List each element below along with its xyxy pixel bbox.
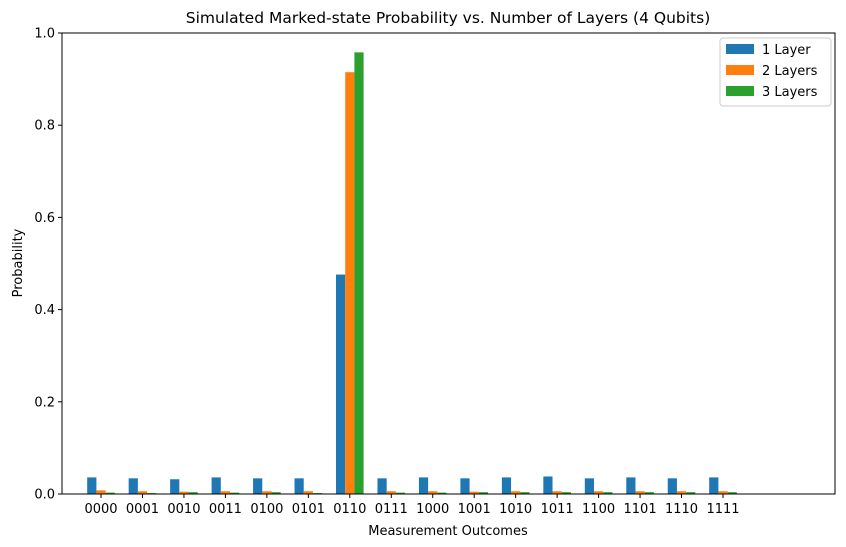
x-tick-label-0110: 0110 xyxy=(333,502,366,517)
bar-1-layer-0000 xyxy=(87,477,97,494)
bar-3-layers-1101 xyxy=(644,492,654,494)
bar-1-layer-0110 xyxy=(336,274,346,494)
bar-1-layer-0011 xyxy=(211,477,221,494)
bar-1-layer-0101 xyxy=(294,478,304,494)
bar-1-layer-1111 xyxy=(709,477,719,494)
bar-2-layers-1110 xyxy=(676,491,687,494)
bar-2-layers-1010 xyxy=(511,491,521,494)
y-axis-label: Probability xyxy=(11,228,26,297)
x-tick-label-1110: 1110 xyxy=(665,502,698,517)
x-tick-label-1011: 1011 xyxy=(541,502,574,517)
legend-swatch-2-layers xyxy=(726,65,754,75)
y-tick-label: 1.0 xyxy=(34,27,55,42)
bar-3-layers-1100 xyxy=(603,492,613,494)
bar-1-layer-1011 xyxy=(543,476,553,494)
y-tick-label: 0.2 xyxy=(34,395,55,410)
bar-1-layer-0111 xyxy=(377,478,387,494)
x-axis-label: Measurement Outcomes xyxy=(368,524,528,539)
x-tick-label-0011: 0011 xyxy=(209,502,242,517)
bar-3-layers-0011 xyxy=(230,492,240,494)
bar-1-layer-0001 xyxy=(128,478,138,494)
y-tick-label: 0.4 xyxy=(34,303,55,318)
bar-2-layers-0010 xyxy=(179,491,189,494)
x-tick-label-0111: 0111 xyxy=(375,502,408,517)
y-axis: 0.0 0.2 0.4 0.6 0.8 1.0 xyxy=(34,27,62,503)
bar-3-layers-0100 xyxy=(271,492,281,494)
legend-label-1-layer: 1 Layer xyxy=(762,43,811,58)
bar-3-layers-1011 xyxy=(561,492,571,494)
bar-1-layer-1010 xyxy=(501,477,512,494)
bar-2-layers-0011 xyxy=(220,491,230,494)
bar-2-layers-0110 xyxy=(345,72,355,494)
x-tick-label-1111: 1111 xyxy=(706,502,739,517)
x-tick-label-1000: 1000 xyxy=(416,502,449,517)
bar-1-layer-1101 xyxy=(626,477,636,494)
legend-swatch-3-layers xyxy=(726,86,754,96)
x-axis: 0000 0001 0010 0011 0100 0101 0110 0111 1000 1001… xyxy=(84,494,740,517)
bar-2-layers-0100 xyxy=(262,491,272,494)
legend-swatch-1-layer xyxy=(726,44,754,54)
bar-1-layer-0010 xyxy=(170,479,180,494)
bar-1-layer-1100 xyxy=(584,478,594,494)
legend-label-2-layers: 2 Layers xyxy=(762,64,818,79)
y-tick-label: 0.6 xyxy=(34,211,55,226)
plot-frame xyxy=(61,32,836,495)
bar-2-layers-1000 xyxy=(428,491,438,494)
legend-label-3-layers: 3 Layers xyxy=(762,85,818,100)
bar-3-layers-0111 xyxy=(395,492,406,494)
bar-3-layers-0110 xyxy=(354,52,364,495)
bar-2-layers-1111 xyxy=(718,491,728,494)
bar-2-layers-0001 xyxy=(137,491,148,494)
bars-group xyxy=(87,52,737,495)
x-tick-label-1001: 1001 xyxy=(458,502,491,517)
bar-2-layers-0000 xyxy=(96,490,106,494)
x-tick-label-1100: 1100 xyxy=(582,502,615,517)
x-tick-label-0101: 0101 xyxy=(292,502,325,517)
x-tick-label-0100: 0100 xyxy=(250,502,283,517)
bar-3-layers-1111 xyxy=(727,492,737,494)
bar-3-layers-1110 xyxy=(686,492,696,494)
bar-3-layers-1001 xyxy=(478,492,488,494)
x-tick-label-1101: 1101 xyxy=(624,502,657,517)
bar-2-layers-1101 xyxy=(635,491,645,494)
bar-1-layer-1110 xyxy=(667,478,677,494)
bar-2-layers-0101 xyxy=(303,491,313,494)
legend: 1 Layer 2 Layers 3 Layers xyxy=(719,37,832,107)
y-tick-label: 0.0 xyxy=(34,488,55,503)
chart-title: Simulated Marked-state Probability vs. N… xyxy=(186,9,711,27)
bar-2-layers-1011 xyxy=(552,491,562,494)
bar-1-layer-0100 xyxy=(253,478,263,494)
y-tick-label: 0.8 xyxy=(34,119,55,134)
bar-2-layers-0111 xyxy=(386,491,396,494)
bar-1-layer-1000 xyxy=(418,477,429,494)
bar-3-layers-0010 xyxy=(188,492,198,494)
bar-1-layer-1001 xyxy=(460,478,470,494)
bar-3-layers-0000 xyxy=(105,492,115,494)
bar-2-layers-1100 xyxy=(594,491,604,494)
bar-2-layers-1001 xyxy=(469,491,479,494)
x-tick-label-0001: 0001 xyxy=(126,502,159,517)
x-tick-label-1010: 1010 xyxy=(499,502,532,517)
bar-3-layers-1000 xyxy=(437,492,447,494)
x-tick-label-0000: 0000 xyxy=(84,502,117,517)
bar-3-layers-1010 xyxy=(520,492,530,494)
x-tick-label-0010: 0010 xyxy=(167,502,200,517)
